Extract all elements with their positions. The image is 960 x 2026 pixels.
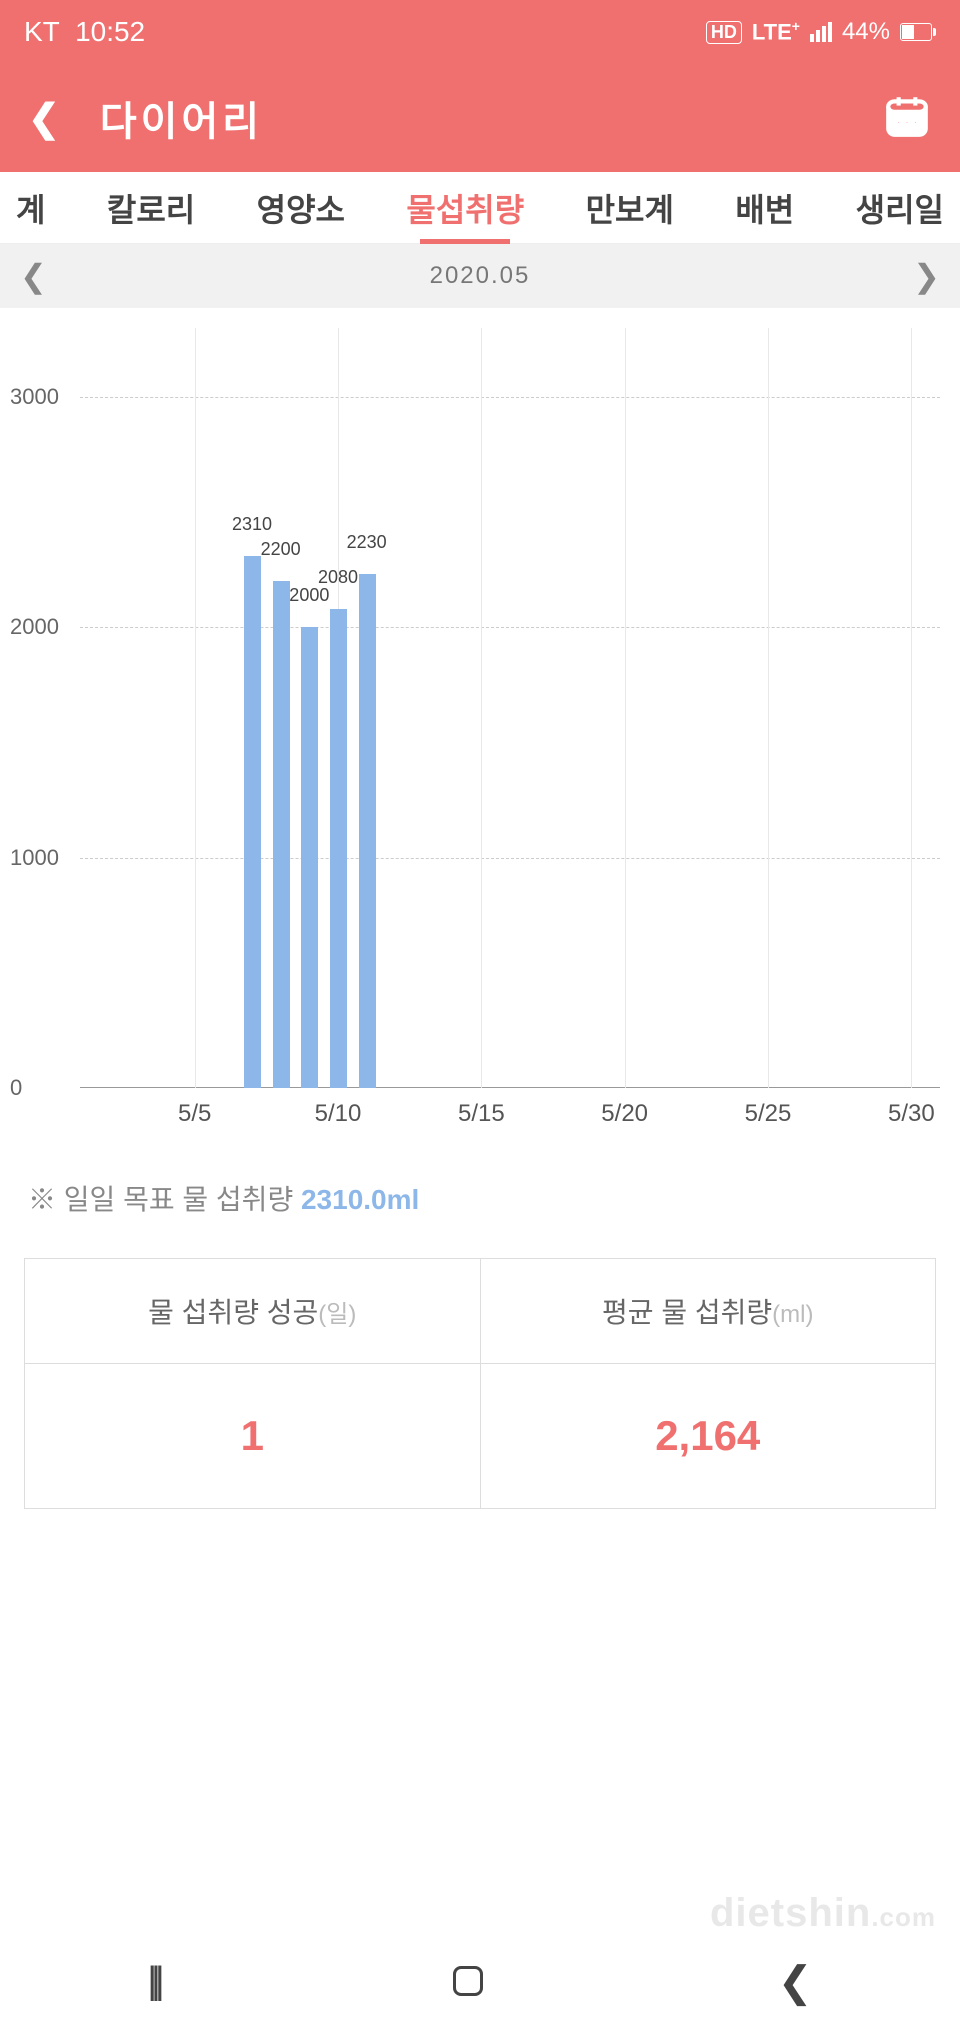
battery-icon <box>900 23 936 41</box>
month-navigator: ❮ 2020.05 ❯ <box>0 244 960 308</box>
y-axis-tick: 0 <box>10 1075 72 1101</box>
clock-label: 10:52 <box>75 16 145 47</box>
chart-bar[interactable] <box>301 627 318 1088</box>
system-back-button[interactable]: ❮ <box>778 1957 813 2006</box>
category-tabs: 계 칼로리 영양소 물섭취량 만보계 배변 생리일 <box>0 172 960 244</box>
gridline-v <box>481 328 482 1088</box>
bar-value-label: 2230 <box>347 532 387 553</box>
success-days-value: 1 <box>25 1364 480 1508</box>
gridline-v <box>911 328 912 1088</box>
status-right: HD LTE+ 44% <box>706 18 936 46</box>
chart-bar[interactable] <box>244 556 261 1088</box>
goal-prefix: ※ 일일 목표 물 섭취량 <box>28 1184 301 1215</box>
carrier-label: KT <box>24 16 59 47</box>
y-axis-tick: 3000 <box>10 384 72 410</box>
gridline-v <box>195 328 196 1088</box>
next-month-button[interactable]: ❯ <box>913 257 940 295</box>
watermark: dietshin.com <box>710 1891 936 1936</box>
prev-month-button[interactable]: ❮ <box>20 257 47 295</box>
bar-value-label: 2310 <box>232 514 272 535</box>
gridline-h <box>80 397 940 398</box>
hd-icon: HD <box>706 21 742 44</box>
tab-배변[interactable]: 배변 <box>723 172 806 243</box>
avg-intake-value: 2,164 <box>480 1364 936 1508</box>
system-nav-bar: ||| ❮ <box>0 1936 960 2026</box>
calendar-button[interactable] <box>882 91 932 146</box>
lte-icon: LTE+ <box>752 18 800 45</box>
tab-칼로리[interactable]: 칼로리 <box>95 172 207 243</box>
success-days-header: 물 섭취량 성공(일) <box>25 1259 480 1363</box>
x-axis-tick: 5/25 <box>745 1100 792 1128</box>
water-intake-chart: 23102200200020802230 01000200030005/55/1… <box>0 308 960 1148</box>
status-left: KT 10:52 <box>24 16 145 48</box>
chart-baseline <box>80 1087 940 1088</box>
bar-value-label: 2000 <box>289 585 329 606</box>
recent-apps-button[interactable]: ||| <box>147 1960 159 2003</box>
x-axis-tick: 5/10 <box>315 1100 362 1128</box>
back-button[interactable]: ❮ <box>28 96 60 141</box>
tab-영양소[interactable]: 영양소 <box>245 172 357 243</box>
gridline-v <box>768 328 769 1088</box>
goal-value: 2310.0ml <box>301 1184 419 1215</box>
page-title: 다이어리 <box>100 89 842 147</box>
gridline-h <box>80 858 940 859</box>
tab-물섭취량[interactable]: 물섭취량 <box>394 172 536 243</box>
x-axis-tick: 5/30 <box>888 1100 935 1128</box>
chart-bar[interactable] <box>330 609 347 1088</box>
daily-goal-note: ※ 일일 목표 물 섭취량 2310.0ml <box>0 1148 960 1238</box>
month-label: 2020.05 <box>430 262 531 290</box>
y-axis-tick: 1000 <box>10 845 72 871</box>
gridline-h <box>80 627 940 628</box>
bar-value-label: 2080 <box>318 567 358 588</box>
app-header: ❮ 다이어리 <box>0 64 960 172</box>
chart-bar[interactable] <box>359 574 376 1088</box>
status-bar: KT 10:52 HD LTE+ 44% <box>0 0 960 64</box>
x-axis-tick: 5/15 <box>458 1100 505 1128</box>
tab-만보계[interactable]: 만보계 <box>574 172 686 243</box>
tab-계[interactable]: 계 <box>4 172 57 243</box>
avg-intake-header: 평균 물 섭취량(ml) <box>480 1259 936 1363</box>
summary-table: 물 섭취량 성공(일) 평균 물 섭취량(ml) 1 2,164 <box>24 1258 936 1509</box>
x-axis-tick: 5/5 <box>178 1100 211 1128</box>
gridline-v <box>625 328 626 1088</box>
home-button[interactable] <box>453 1966 483 1996</box>
bar-value-label: 2200 <box>261 539 301 560</box>
chart-plot-area: 2310 2200 20002080 2230 <box>80 328 940 1088</box>
table-value-row: 1 2,164 <box>25 1363 935 1508</box>
y-axis-tick: 2000 <box>10 614 72 640</box>
table-header-row: 물 섭취량 성공(일) 평균 물 섭취량(ml) <box>25 1259 935 1363</box>
battery-pct: 44% <box>842 18 890 46</box>
x-axis-tick: 5/20 <box>601 1100 648 1128</box>
signal-icon <box>810 22 832 42</box>
tab-생리일[interactable]: 생리일 <box>844 172 956 243</box>
chart-bar[interactable] <box>273 581 290 1088</box>
